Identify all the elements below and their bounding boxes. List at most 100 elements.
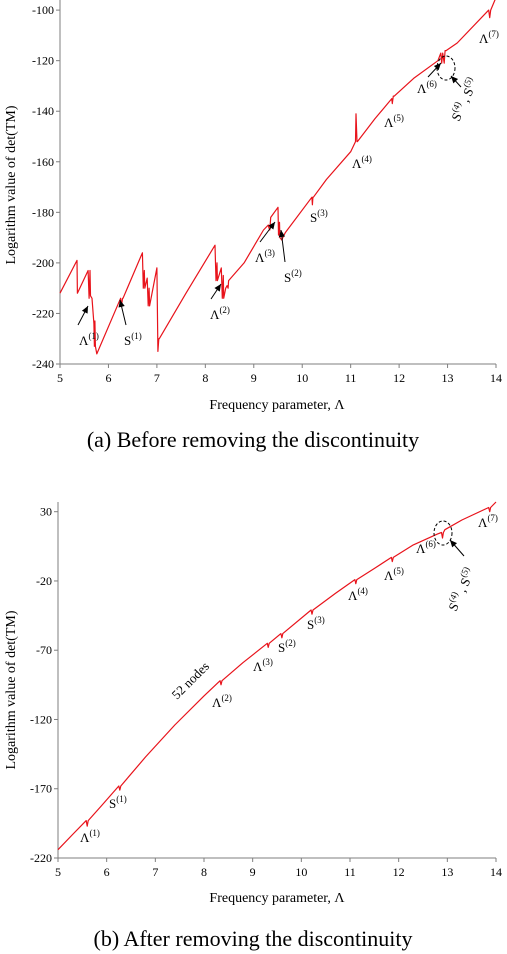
x-tick-label: 10	[296, 371, 308, 385]
x-tick-label: 11	[344, 865, 356, 879]
y-tick-label: -140	[32, 104, 54, 118]
y-tick-label: -100	[32, 3, 54, 17]
x-tick-label: 13	[441, 865, 453, 879]
arrow-head	[118, 300, 125, 308]
x-tick-label: 9	[250, 865, 256, 879]
annotation-text: Λ(4)	[348, 586, 368, 603]
annotation-label: Λ(1)	[80, 828, 100, 845]
arrow-head	[214, 284, 221, 292]
annotation-label: Λ(3)	[253, 657, 273, 674]
ticks-a: 5 6 7 8 9 10 11 12 13 14 -100 -120 -140 -160 -180 -200 -…	[32, 3, 502, 385]
x-tick-label: 12	[393, 371, 405, 385]
annotation-text: Λ(7)	[479, 29, 499, 46]
annotation-label: Λ(2)	[210, 305, 230, 322]
x-tick-label: 8	[202, 371, 208, 385]
annotation-text: Λ(3)	[255, 248, 275, 265]
x-tick-label: 11	[345, 371, 357, 385]
x-tick-label: 12	[393, 865, 405, 879]
y-tick-label: 30	[40, 505, 52, 519]
arrow-head	[268, 222, 275, 230]
series-a	[59, 0, 496, 355]
annotation-text: Λ(2)	[210, 305, 230, 322]
y-tick-label: -120	[30, 712, 52, 726]
arrow-head	[81, 306, 88, 314]
annotation-label: Λ(4)	[352, 154, 372, 171]
annotation-label: S(4) , S(5)	[446, 75, 481, 123]
y-tick-label: -180	[32, 205, 54, 219]
annotation-text: S(1)	[109, 794, 127, 811]
x-tick-label: 6	[104, 865, 110, 879]
x-tick-label: 8	[201, 865, 207, 879]
annotation-text: Λ(6)	[416, 539, 436, 556]
y-tick-label: -170	[30, 782, 52, 796]
arrow-head	[450, 540, 458, 548]
y-tick-label: -220	[32, 306, 54, 320]
annotation-text: Λ(4)	[352, 154, 372, 171]
caption-a: (a) Before removing the discontinuity	[87, 427, 419, 452]
y-axis-label-b: Logarithm value of det(TM)	[4, 610, 19, 769]
x-tick-label: 13	[442, 371, 454, 385]
annotation-text: S(4) , S(5)	[443, 565, 478, 613]
y-tick-label: -20	[36, 574, 52, 588]
annotation-text: Λ(2)	[212, 693, 232, 710]
axes-a	[59, 0, 496, 365]
chart-panel-b: 5 6 7 8 9 10 11 12 13 14 30 -20 -70 -120 -170 -220 Λ(1)…	[4, 501, 502, 951]
x-tick-label: 7	[154, 371, 160, 385]
annotation-label: Λ(3)	[255, 248, 275, 265]
annotation-label: S(3)	[310, 208, 328, 225]
series-b	[57, 501, 497, 851]
annotation-label: S(2)	[278, 638, 296, 655]
annotation-text: S(1)	[124, 331, 142, 348]
annotations-a: Λ(1) S(1) Λ(2) Λ(3) S(2) S(3) Λ(4) Λ(5) Λ(6) Λ(7)…	[77, 29, 499, 348]
annotation-text: Λ(7)	[478, 513, 498, 530]
y-tick-label: -70	[36, 643, 52, 657]
ticks-b: 5 6 7 8 9 10 11 12 13 14 30 -20 -70 -120 -170 -220	[30, 505, 502, 879]
annotation-text: Λ(1)	[79, 331, 99, 348]
annotation-label: Λ(6)	[416, 539, 436, 556]
highlight-circle	[433, 520, 453, 546]
nodes-note: 52 nodes	[169, 659, 213, 703]
annotation-label: Λ(7)	[479, 29, 499, 46]
annotation-label: S(1)	[124, 331, 142, 348]
annotation-text: Λ(5)	[384, 566, 404, 583]
annotation-label: Λ(2)	[212, 693, 232, 710]
annotation-text: S(4) , S(5)	[446, 75, 481, 123]
annotation-label: S(3)	[307, 615, 325, 632]
x-tick-label: 14	[490, 865, 502, 879]
annotation-text: S(2)	[278, 638, 296, 655]
annotation-label: Λ(4)	[348, 586, 368, 603]
x-tick-label: 7	[152, 865, 158, 879]
y-tick-label: -240	[32, 357, 54, 371]
annotation-text: Λ(5)	[384, 113, 404, 130]
series-line	[59, 0, 496, 355]
x-tick-label: 6	[105, 371, 111, 385]
x-tick-label: 10	[295, 865, 307, 879]
annotation-label: Λ(7)	[478, 513, 498, 530]
annotation-text: S(3)	[307, 615, 325, 632]
caption-b: (b) After removing the discontinuity	[94, 926, 413, 951]
annotation-label: Λ(5)	[384, 113, 404, 130]
y-axis-label-a: Logarithm value of det(TM)	[4, 105, 19, 264]
arrow-head	[451, 76, 459, 84]
annotation-label: S(4) , S(5)	[443, 565, 478, 613]
annotations-b: Λ(1) S(1) Λ(2) Λ(3) S(2) S(3) Λ(4) Λ(5) Λ(6) Λ(7)…	[80, 513, 498, 845]
arrow-head	[433, 63, 441, 71]
x-axis-label-a: Frequency parameter, Λ	[209, 398, 345, 413]
axes-b	[57, 502, 496, 859]
x-axis-label-b: Frequency parameter, Λ	[209, 891, 345, 906]
annotation-label: Λ(5)	[384, 566, 404, 583]
annotation-label: Λ(6)	[417, 79, 437, 96]
arrow-head	[278, 230, 286, 238]
annotation-label: Λ(1)	[79, 331, 99, 348]
x-tick-label: 14	[490, 371, 502, 385]
annotation-text: S(2)	[284, 268, 302, 285]
chart-panel-a: 5 6 7 8 9 10 11 12 13 14 -100 -120 -140 -160 -180 -200 -…	[4, 0, 502, 452]
y-tick-label: -220	[30, 851, 52, 865]
highlight-circle	[436, 55, 456, 81]
y-tick-label: -120	[32, 54, 54, 68]
annotation-label: S(2)	[284, 268, 302, 285]
x-tick-label: 9	[251, 371, 257, 385]
x-tick-label: 5	[57, 371, 63, 385]
annotation-label: S(1)	[109, 794, 127, 811]
